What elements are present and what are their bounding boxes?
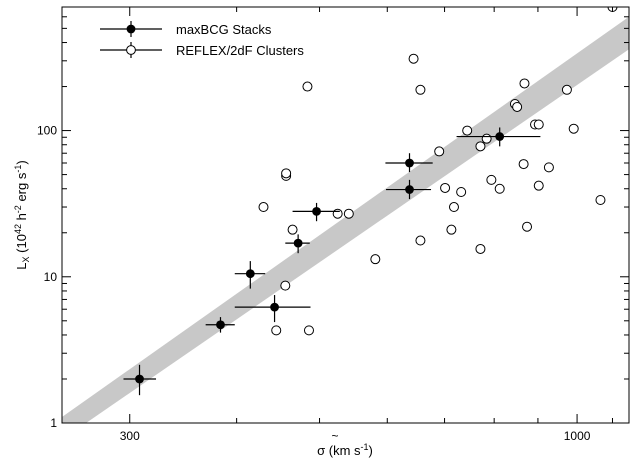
reflex-point-33 (543, 162, 554, 173)
y-label-exp1: 42 (13, 224, 23, 234)
reflex-point-0 (271, 325, 282, 336)
reflex-point-8 (343, 208, 354, 219)
reflex-point-3 (370, 254, 381, 265)
maxbcg-point-4 (285, 234, 310, 254)
x-label-close: ) (369, 443, 373, 458)
maxbcg-point-2 (234, 261, 266, 289)
legend-marker-reflex (126, 45, 136, 55)
x-tick-label-0: 300 (120, 429, 140, 443)
y-label-sub: X (21, 256, 31, 262)
reflex-point-12 (408, 53, 419, 64)
maxbcg-marker-2 (245, 269, 255, 279)
reflex-point-29 (522, 221, 533, 232)
y-label-open: (10 (14, 234, 29, 256)
x-label-unit: (km s (325, 443, 361, 458)
x-label-unit-exp: -1 (361, 442, 369, 452)
legend-label-reflex: REFLEX/2dF Clusters (176, 43, 304, 58)
reflex-point-13 (415, 84, 426, 95)
reflex-point-31 (533, 119, 544, 130)
data-points-layer (123, 7, 618, 396)
reflex-point-24 (494, 183, 505, 194)
reflex-point-28 (519, 78, 530, 89)
reflex-point-20 (475, 141, 486, 152)
reflex-point-1 (303, 325, 314, 336)
maxbcg-marker-1 (216, 320, 225, 330)
reflex-point-14 (434, 146, 445, 157)
reflex-point-26 (512, 101, 523, 112)
x-label-tilde: ~ (331, 429, 338, 443)
reflex-point-16 (446, 224, 457, 235)
maxbcg-marker-8 (495, 132, 505, 141)
maxbcg-marker-7 (405, 158, 414, 168)
x-label-symbol: σ (317, 443, 325, 458)
maxbcg-point-7 (385, 153, 433, 173)
reflex-point-35 (568, 123, 579, 134)
y-tick-label-2: 100 (37, 124, 57, 138)
y-label-symbol: L (14, 262, 29, 269)
maxbcg-point-1 (205, 317, 235, 333)
reflex-point-18 (456, 187, 467, 198)
maxbcg-point-0 (123, 364, 157, 396)
x-tick-label-1: 1000 (564, 429, 591, 443)
maxbcg-marker-0 (135, 374, 144, 384)
y-tick-label-0: 1 (50, 416, 57, 430)
y-label-exp2: -2 (13, 205, 23, 213)
axis-ticks-layer: 1 10 100 300 1000 (37, 6, 629, 443)
reflex-point-23 (486, 174, 497, 185)
x-axis-label: σ (km s-1) (317, 442, 373, 458)
reflex-point-2 (280, 280, 291, 291)
reflex-point-5 (287, 224, 298, 235)
y-label-close: ) (14, 160, 29, 164)
maxbcg-marker-6 (405, 185, 414, 194)
reflex-point-19 (462, 125, 473, 136)
reflex-point-32 (533, 180, 544, 191)
y-label-unit: erg s (14, 172, 29, 205)
maxbcg-marker-5 (312, 207, 321, 216)
plot-frame (61, 6, 630, 424)
maxbcg-point-3 (234, 295, 311, 323)
maxbcg-point-8 (456, 127, 541, 147)
reflex-point-11 (302, 81, 313, 92)
y-axis-label-group: LX (1042 h-2 erg s-1) (13, 160, 31, 269)
reflex-point-15 (440, 182, 451, 193)
legend: maxBCG Stacks REFLEX/2dF Clusters (100, 21, 304, 58)
reflex-point-4 (415, 235, 426, 246)
fit-band (62, 16, 629, 423)
y-label-exp3: -1 (13, 165, 23, 173)
y-axis-label: LX (1042 h-2 erg s-1) (13, 160, 31, 269)
reflex-point-27 (518, 159, 529, 170)
maxbcg-marker-3 (270, 302, 279, 312)
y-label-h: h (14, 213, 29, 224)
reflex-point-21 (475, 243, 486, 254)
reflex-point-36 (595, 195, 606, 206)
reflex-point-10 (281, 168, 292, 179)
maxbcg-point-6 (386, 179, 432, 200)
reflex-point-17 (448, 202, 459, 213)
maxbcg-point-5 (292, 202, 340, 222)
reflex-point-7 (258, 202, 269, 213)
y-tick-label-1: 10 (44, 270, 58, 284)
legend-marker-maxbcg (126, 24, 136, 34)
reflex-point-6 (332, 208, 343, 219)
maxbcg-marker-4 (293, 238, 303, 248)
reflex-point-34 (561, 84, 572, 95)
legend-label-maxbcg: maxBCG Stacks (176, 22, 272, 37)
reflex-point-22 (481, 133, 492, 144)
fit-band-layer (62, 16, 629, 423)
